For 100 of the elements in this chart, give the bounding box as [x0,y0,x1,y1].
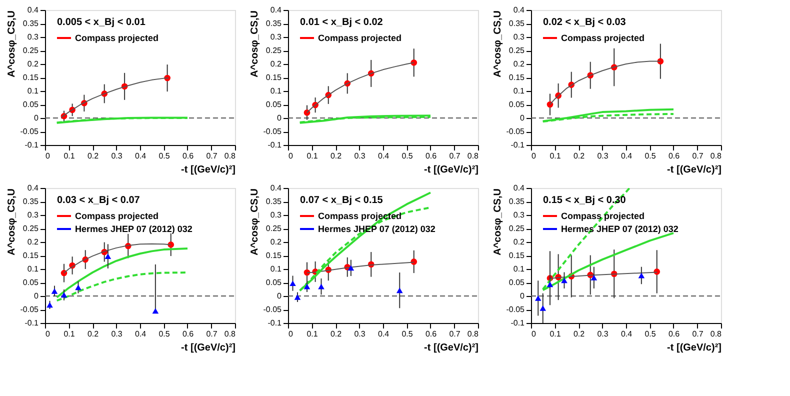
point [638,272,645,278]
x-axis-title: -t [(GeV/c)²] [424,342,478,354]
y-tick-label: 0.25 [22,224,40,233]
point [540,305,546,311]
x-tick-label: 0 [288,152,294,160]
y-tick-label: -0.1 [24,318,40,328]
y-tick-label: -0.05 [506,305,526,314]
x-tick-label: 0.1 [64,330,76,338]
y-tick-label: 0.25 [508,224,526,233]
y-tick-label: 0.35 [508,19,526,28]
x-axis-title: -t [(GeV/c)²] [424,164,478,176]
y-tick-label: 0.1 [270,264,282,274]
y-tick-label: 0 [520,292,526,300]
y-tick-label: -0.1 [268,318,282,328]
y-tick-label: 0.2 [27,238,40,246]
y-tick-label: 0.2 [270,238,282,246]
y-tick-label: 0.2 [513,60,526,68]
y-tick-label: 0.05 [266,100,282,109]
y-tick-label: 0.35 [22,19,40,28]
y-tick-label: -0.1 [510,318,526,328]
x-tick-label: 0.6 [668,330,680,338]
y-tick-label: 0.15 [266,251,282,260]
legend-label: Compass projected [75,33,159,43]
text: 0.005 < x_Bj < 0.01 [57,17,146,28]
y-tick-label: 0.15 [22,73,40,82]
line-series [56,247,188,298]
y-tick-label: 0.1 [27,264,40,274]
x-tick-label: 0.5 [158,152,170,160]
y-tick-label: 0.05 [266,278,282,287]
y-tick-label: 0.3 [27,210,40,220]
y-tick-label: 0.3 [513,210,526,220]
x-tick-label: 0.4 [620,152,633,160]
y-tick-label: 0.25 [266,224,282,233]
y-tick-label: 0.3 [27,32,40,42]
x-tick-label: 0.1 [550,330,562,338]
x-tick-label: 0.6 [182,152,194,160]
x-tick-label: 0 [46,152,50,160]
point [51,288,58,294]
y-tick-label: -0.05 [20,127,40,136]
x-tick-label: 0.3 [597,152,609,160]
y-tick-label: -0.05 [263,127,282,136]
x-tick-label: 0.1 [550,152,562,160]
y-tick-label: -0.1 [510,140,526,150]
x-tick-label: 0.3 [597,330,609,338]
legend-label: Compass projected [318,33,402,43]
x-tick-label: 0.8 [710,152,722,160]
point [318,284,324,290]
y-tick-label: 0.1 [270,86,282,96]
x-tick-label: 0.4 [134,152,147,160]
x-tick-label: 0.6 [425,330,438,338]
x-tick-label: 0.5 [158,330,170,338]
text: 0.15 < x_Bj < 0.30 [543,195,626,206]
y-tick-label: 0.35 [266,19,282,28]
x-tick-label: 0 [532,152,536,160]
point [546,282,554,288]
legend-label: Hermes JHEP 07 (2012) 032 [561,224,678,234]
y-axis-title: A^cosφ_CS,U [492,188,504,256]
x-axis-title: -t [(GeV/c)²] [181,164,236,176]
y-tick-label: 0.2 [27,60,40,68]
y-tick-label: 0.05 [22,278,40,287]
y-tick-label: 0.1 [27,86,40,96]
x-tick-label: 0.3 [354,152,366,160]
x-tick-label: 0.2 [573,330,586,338]
y-tick-label: 0 [34,114,40,122]
y-tick-label: 0.3 [513,32,526,42]
y-axis-title: A^cosφ_CS,U [6,10,18,78]
point [348,265,354,271]
y-tick-label: 0.05 [508,278,526,287]
y-tick-label: 0.25 [266,46,282,55]
y-tick-label: -0.05 [20,305,40,314]
legend-label: Compass projected [75,211,159,221]
y-tick-label: 0.4 [27,6,40,14]
x-tick-label: 0.7 [449,152,461,160]
x-tick-label: 0 [46,330,50,338]
y-tick-label: 0.15 [508,251,526,260]
point [60,292,68,298]
y-tick-label: 0 [277,292,282,300]
y-tick-label: 0.25 [22,46,40,55]
y-axis-title: A^cosφ_CS,U [249,10,260,78]
x-tick-label: 0.5 [644,330,656,338]
x-tick-label: 0.4 [378,330,390,338]
x-tick-label: 0.5 [402,330,414,338]
y-axis-title: A^cosφ_CS,U [6,188,18,256]
y-tick-label: 0.3 [270,210,282,220]
x-tick-label: 0.2 [87,330,100,338]
x-tick-label: 0.2 [87,152,100,160]
point [290,280,296,286]
x-tick-label: 0 [288,330,294,338]
x-axis-title: -t [(GeV/c)²] [667,342,722,354]
x-tick-label: 0.4 [620,330,633,338]
text: 0.07 < x_Bj < 0.15 [300,195,384,206]
y-tick-label: 0.25 [508,46,526,55]
x-tick-label: 0.7 [692,152,704,160]
y-tick-label: -0.1 [268,140,282,150]
y-tick-label: 0.05 [22,100,40,109]
x-tick-label: 0.3 [111,152,123,160]
x-tick-label: 0.6 [182,330,194,338]
x-tick-label: 0.7 [206,330,218,338]
x-tick-label: 0.1 [64,152,76,160]
y-tick-label: 0.3 [270,32,282,42]
